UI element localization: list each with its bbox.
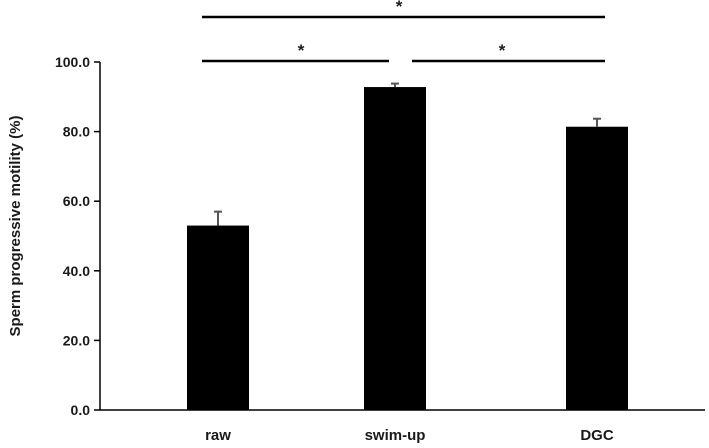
y-tick-label: 80.0 (63, 124, 90, 140)
x-tick-label: swim-up (365, 427, 426, 444)
bar-raw (187, 225, 249, 410)
x-tick-label: raw (205, 427, 231, 444)
y-tick-label: 20.0 (63, 332, 90, 348)
y-axis-title: Sperm progressive motility (%) (7, 116, 24, 337)
significance-star: * (396, 0, 403, 16)
y-tick-label: 40.0 (63, 263, 90, 279)
y-tick-label: 0.0 (71, 402, 91, 418)
error-bars-group (214, 82, 601, 226)
significance-star: * (298, 41, 305, 60)
x-tick-label: DGC (580, 427, 614, 444)
y-tick-label: 100.0 (55, 54, 90, 70)
y-axis-ticks: 0.0 20.0 40.0 60.0 80.0 100.0 (55, 54, 100, 418)
significance-brackets: * * * (202, 0, 605, 63)
bars-group (187, 87, 628, 410)
bar-swim-up (364, 87, 426, 410)
x-axis-labels: raw swim-up DGC (205, 427, 614, 444)
bar-DGC (566, 126, 628, 410)
y-tick-label: 60.0 (63, 193, 90, 209)
significance-star: * (499, 41, 506, 60)
